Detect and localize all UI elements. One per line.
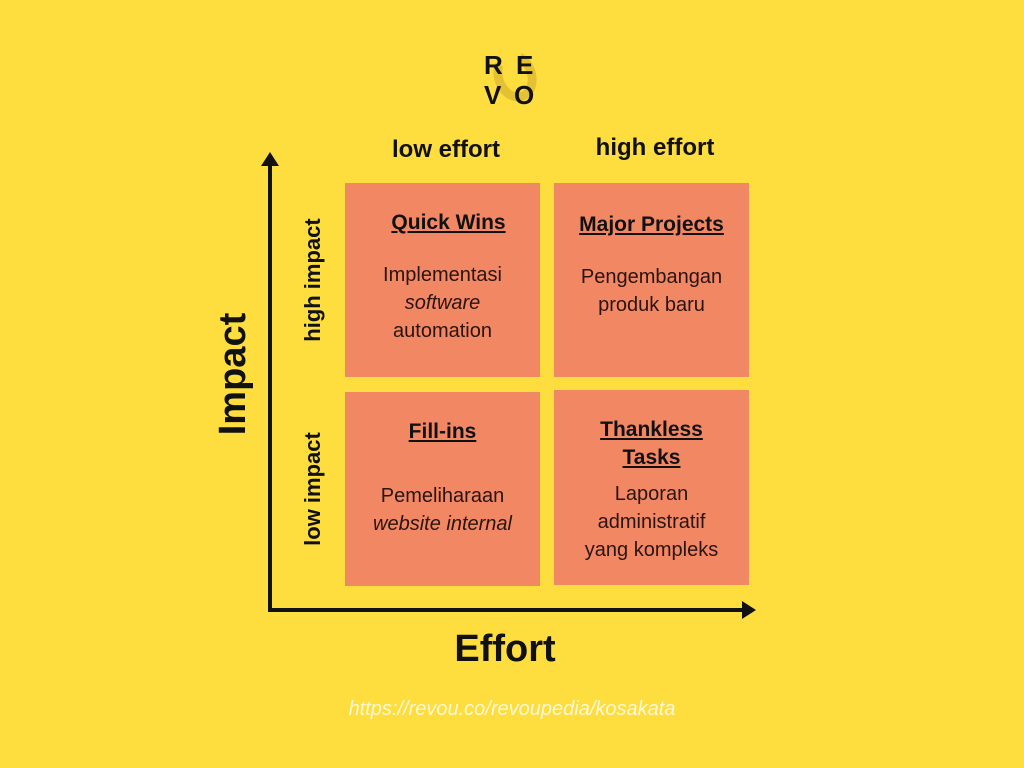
desc-line: Laporan	[614, 483, 689, 505]
quadrant-title-line: Tasks	[622, 446, 681, 469]
row-header-high-impact: high impact	[300, 218, 325, 342]
quadrant-title-line: Thankless	[600, 418, 703, 441]
revo-logo: R E V O	[478, 44, 544, 110]
x-axis-line	[268, 608, 748, 612]
desc-line: produk baru	[598, 294, 705, 316]
logo-letter-e: E	[516, 50, 534, 80]
quadrant-thankless-tasks: Thankless Tasks Laporan administratif ya…	[554, 390, 749, 585]
desc-line: yang kompleks	[584, 539, 719, 561]
desc-line-italic: software	[404, 292, 481, 314]
desc-line: Implementasi	[383, 264, 502, 286]
logo-letter-r: R	[484, 50, 503, 80]
source-url: https://revou.co/revoupedia/kosakata	[348, 698, 676, 720]
column-header-low-effort: low effort	[392, 136, 500, 163]
quadrant-title: Major Projects	[579, 213, 724, 236]
quadrant-title: Quick Wins	[391, 211, 506, 234]
y-axis-title: Impact	[212, 312, 254, 436]
logo-letter-o: O	[514, 80, 535, 110]
quadrant-description: Laporan administratif yang kompleks	[554, 480, 749, 564]
quadrant-fill-ins: Fill-ins Pemeliharaan website internal	[345, 392, 540, 586]
quadrant-major-projects: Major Projects Pengembangan produk baru	[554, 183, 749, 377]
desc-line: administratif	[597, 511, 706, 533]
quadrant-quick-wins: Quick Wins Implementasi software automat…	[345, 183, 540, 377]
logo-letter-v: V	[484, 80, 502, 110]
desc-line: Pemeliharaan	[380, 485, 505, 507]
row-header-low-impact: low impact	[300, 432, 325, 546]
x-axis-title: Effort	[454, 628, 556, 670]
column-header-high-effort: high effort	[595, 134, 715, 161]
desc-line-italic: website internal	[373, 513, 512, 535]
quadrant-description: Implementasi software automation	[345, 261, 540, 345]
quadrant-description: Pemeliharaan website internal	[345, 482, 540, 538]
desc-line: automation	[393, 320, 492, 342]
desc-line: Pengembangan	[580, 266, 723, 288]
arrow-right-icon	[742, 601, 756, 619]
quadrant-title: Fill-ins	[408, 420, 477, 443]
quadrant-description: Pengembangan produk baru	[554, 263, 749, 319]
y-axis-line	[268, 158, 272, 612]
arrow-up-icon	[261, 152, 279, 166]
